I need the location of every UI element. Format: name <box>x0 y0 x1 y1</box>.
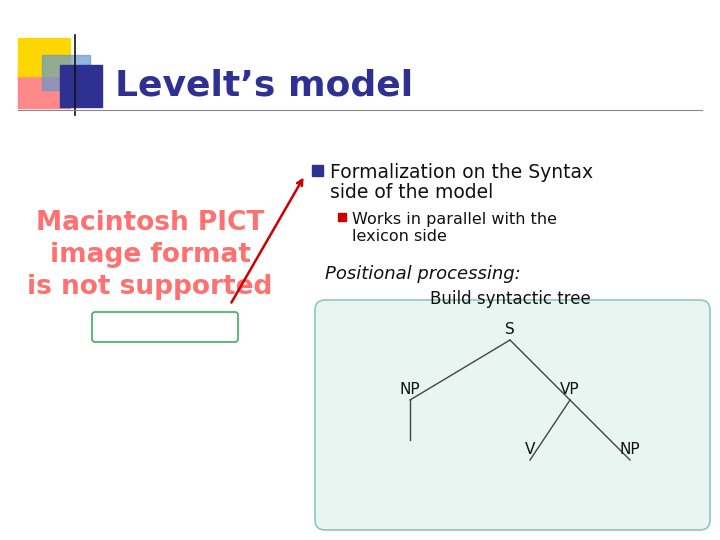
Text: Formalization on the Syntax: Formalization on the Syntax <box>330 163 593 182</box>
Bar <box>18 68 70 108</box>
Text: side of the model: side of the model <box>330 183 493 202</box>
Bar <box>18 38 70 76</box>
Text: Levelt’s model: Levelt’s model <box>115 68 413 102</box>
Bar <box>312 165 323 176</box>
Text: V: V <box>525 442 535 457</box>
Text: Works in parallel with the: Works in parallel with the <box>352 212 557 227</box>
Text: Build syntactic tree: Build syntactic tree <box>430 290 590 308</box>
Text: NP: NP <box>400 382 420 397</box>
FancyBboxPatch shape <box>315 300 710 530</box>
Text: S: S <box>505 322 515 337</box>
Bar <box>42 55 90 90</box>
Text: Macintosh PICT
image format
is not supported: Macintosh PICT image format is not suppo… <box>27 210 273 300</box>
Text: NP: NP <box>620 442 640 457</box>
Bar <box>60 65 102 107</box>
Text: lexicon side: lexicon side <box>352 229 447 244</box>
Text: Positional processing:: Positional processing: <box>325 265 521 283</box>
Bar <box>338 213 346 221</box>
Text: VP: VP <box>560 382 580 397</box>
